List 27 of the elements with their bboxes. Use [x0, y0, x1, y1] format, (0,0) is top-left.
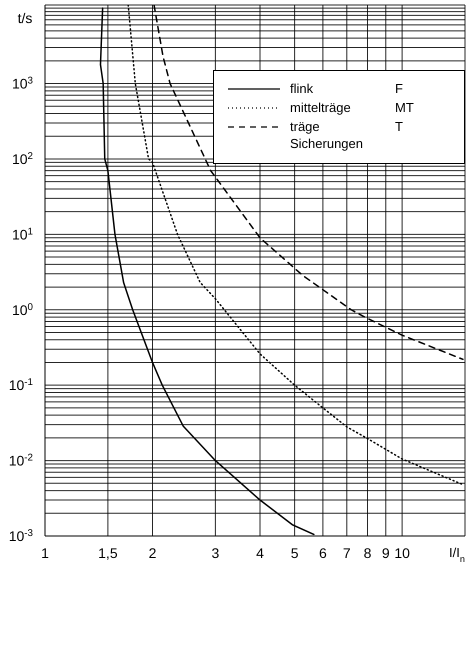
- y-tick-label: 10$^{1}$: [12, 226, 33, 242]
- legend-label: flink: [290, 81, 314, 96]
- x-tick-label: 1: [41, 545, 50, 561]
- x-tick-label: 4: [256, 545, 264, 561]
- x-axis-title: I/I$_{n}$: [449, 545, 465, 564]
- legend-label: mittelträge: [290, 100, 352, 115]
- x-tick-label: 5: [290, 545, 299, 561]
- y-tick-label: 10$^{-2}$: [8, 452, 33, 469]
- x-tick-label: 7: [342, 545, 351, 561]
- x-tick-label: 1,5: [98, 545, 118, 561]
- legend-label: träge: [290, 119, 321, 134]
- y-tick-label: 10$^{-3}$: [8, 528, 34, 544]
- x-tick-label: 9: [382, 545, 390, 561]
- y-tick-label: 10$^{0}$: [12, 301, 34, 318]
- legend-title: Sicherungen: [290, 136, 364, 153]
- x-tick-label: 10: [394, 545, 410, 561]
- annotation: MT: [395, 100, 414, 115]
- y-tick-label: 10$^{-1}$: [8, 376, 33, 394]
- y-tick-label: 10$^{3}$: [12, 75, 34, 92]
- annotation: F: [395, 81, 403, 96]
- y-tick-label: 10$^{2}$: [12, 150, 33, 167]
- y-axis-title: t/s: [18, 10, 32, 26]
- x-tick-label: 3: [211, 545, 220, 561]
- x-tick-label: 6: [318, 545, 327, 561]
- x-tick-label: 2: [148, 545, 157, 561]
- annotation: T: [395, 119, 403, 134]
- x-tick-label: 8: [364, 545, 372, 561]
